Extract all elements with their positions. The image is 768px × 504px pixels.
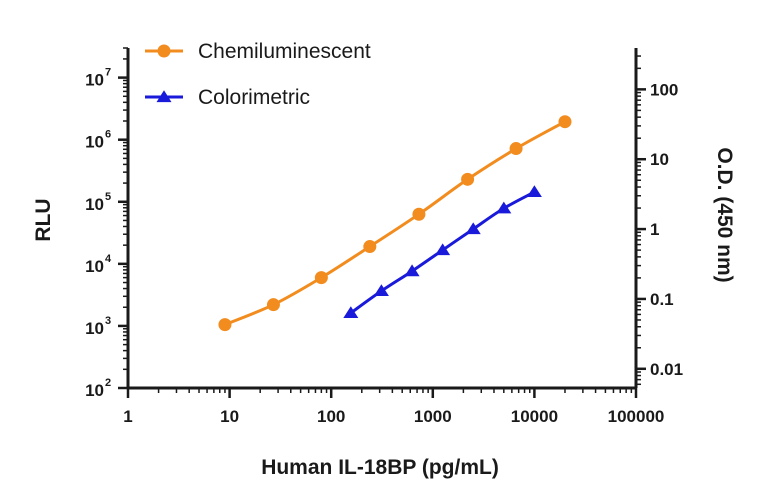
y-left-tick-exponent: 5 (105, 191, 111, 203)
x-axis-title: Human IL-18BP (pg/mL) (261, 456, 499, 479)
y-right-tick-label: 1 (650, 220, 659, 239)
y-left-tick-label: 10 (85, 195, 104, 214)
y-left-axis-title: RLU (32, 198, 55, 241)
y-left-tick-exponent: 2 (105, 377, 111, 389)
y-right-tick-label: 100 (650, 80, 678, 99)
legend-chemiluminescent-label: Chemiluminescent (198, 40, 371, 63)
series-layer (218, 115, 572, 332)
x-tick-label: 100 (317, 407, 345, 426)
chemiluminescent-point (363, 240, 377, 254)
y-left-tick-label: 10 (85, 133, 104, 152)
chemiluminescent-point (412, 207, 426, 221)
y-left-tick-label: 10 (85, 381, 104, 400)
y-left-tick-exponent: 4 (105, 253, 112, 265)
y-left-tick-label: 10 (85, 257, 104, 276)
legend-chemiluminescent-marker (157, 44, 171, 58)
chemiluminescent-point (266, 298, 280, 312)
x-tick-label: 1 (123, 407, 132, 426)
y-right-tick-label: 0.01 (650, 360, 683, 379)
y-right-tick-label: 0.1 (650, 290, 674, 309)
colorimetric-point (343, 306, 359, 319)
x-tick-label: 1000 (414, 407, 452, 426)
chemiluminescent-point (558, 115, 572, 129)
chemiluminescent-point (218, 318, 232, 332)
legend: Chemiluminescent Colorimetric (145, 40, 371, 109)
chemiluminescent-point (509, 142, 523, 156)
colorimetric-point (496, 201, 512, 214)
colorimetric-point (404, 264, 420, 277)
colorimetric-point (526, 185, 542, 198)
y-right-axis-title: O.D. (450 nm) (713, 147, 736, 282)
y-left-tick-exponent: 7 (105, 67, 111, 79)
legend-colorimetric-label: Colorimetric (198, 86, 310, 109)
y-left-tick-label: 10 (85, 71, 104, 90)
x-tick-label: 10000 (511, 407, 558, 426)
x-tick-label: 100000 (608, 407, 665, 426)
colorimetric-point (373, 284, 389, 297)
chemiluminescent-point (461, 172, 475, 186)
colorimetric-point (465, 222, 481, 235)
legend-colorimetric-marker (156, 90, 172, 103)
y-left-tick-exponent: 6 (105, 129, 111, 141)
y-right-tick-label: 10 (650, 150, 669, 169)
y-left-tick-exponent: 3 (105, 315, 111, 327)
colorimetric-point (435, 243, 451, 256)
chemiluminescent-point (314, 271, 328, 285)
y-left-tick-label: 10 (85, 319, 104, 338)
x-tick-label: 10 (220, 407, 239, 426)
